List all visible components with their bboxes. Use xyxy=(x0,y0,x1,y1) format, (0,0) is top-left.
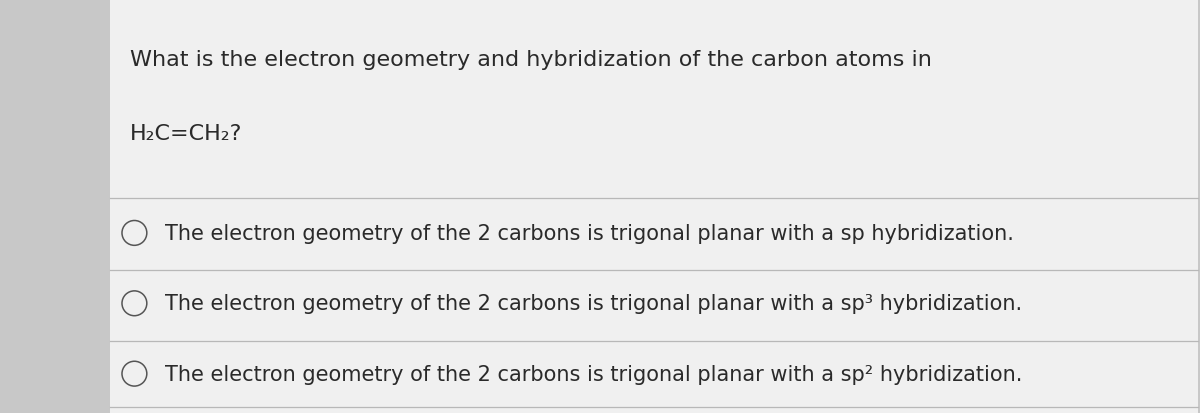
Text: What is the electron geometry and hybridization of the carbon atoms in: What is the electron geometry and hybrid… xyxy=(130,50,931,69)
Text: H₂C=CH₂?: H₂C=CH₂? xyxy=(130,124,242,144)
Text: The electron geometry of the 2 carbons is trigonal planar with a sp² hybridizati: The electron geometry of the 2 carbons i… xyxy=(164,364,1022,384)
Text: The electron geometry of the 2 carbons is trigonal planar with a sp hybridizatio: The electron geometry of the 2 carbons i… xyxy=(164,223,1014,243)
Text: The electron geometry of the 2 carbons is trigonal planar with a sp³ hybridizati: The electron geometry of the 2 carbons i… xyxy=(164,294,1022,313)
